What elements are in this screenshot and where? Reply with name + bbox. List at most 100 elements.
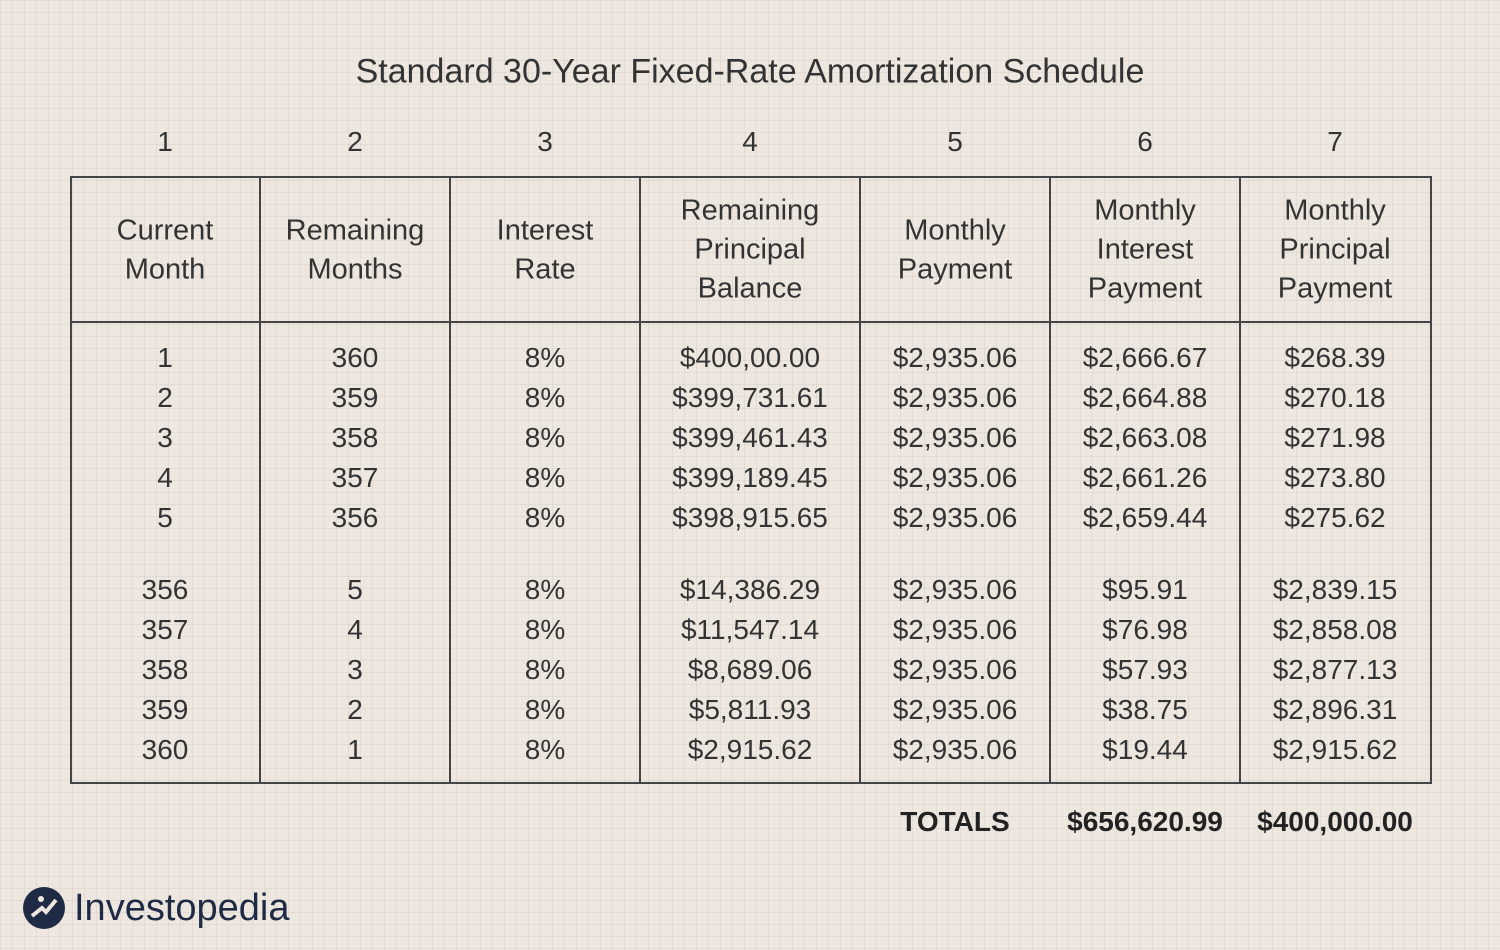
column-header: Rate [514, 253, 576, 285]
column-number: 6 [1137, 126, 1153, 157]
table-cell: $2,661.26 [1082, 462, 1208, 493]
table-cell: $2,935.06 [892, 734, 1018, 765]
table-cell: $11,547.14 [680, 614, 820, 645]
column-number: 3 [537, 126, 553, 157]
table-cell: $275.62 [1284, 502, 1386, 533]
table-cell: 356 [141, 574, 189, 605]
table-cell: $2,666.67 [1082, 342, 1208, 373]
table-cell: 8% [524, 462, 566, 493]
table-cell: $2,659.44 [1082, 502, 1208, 533]
column-divider [1239, 176, 1241, 784]
table-cell: $400,00.00 [679, 342, 821, 373]
table-cell: $19.44 [1102, 734, 1188, 765]
table-cell: 356 [331, 502, 379, 533]
table-cell: $2,935.06 [892, 694, 1018, 725]
table-cell: $2,935.06 [892, 502, 1018, 533]
table-frame [70, 176, 1432, 784]
table-cell: $2,663.08 [1082, 422, 1208, 453]
column-header: Current [116, 214, 214, 246]
table-cell: $57.93 [1102, 654, 1188, 685]
column-divider [639, 176, 641, 784]
column-number: 2 [347, 126, 363, 157]
totals-value: $400,000.00 [1257, 806, 1413, 837]
table-cell: $271.98 [1284, 422, 1386, 453]
table-cell: 8% [524, 342, 566, 373]
table-cell: $2,858.08 [1272, 614, 1398, 645]
table-cell: $2,935.06 [892, 574, 1018, 605]
table-cell: 5 [157, 502, 173, 533]
table-cell: 8% [524, 734, 566, 765]
table-cell: 1 [347, 734, 363, 765]
column-header: Monthly [1094, 194, 1196, 227]
column-divider [259, 176, 261, 784]
table-cell: $2,839.15 [1272, 574, 1398, 605]
table-cell: 3 [347, 654, 363, 685]
column-header: Payment [1277, 272, 1393, 305]
logo: Investopedia [22, 886, 290, 930]
header-divider [70, 321, 1432, 323]
column-header: Monthly [904, 214, 1006, 246]
column-header: Principal [694, 233, 806, 266]
table-cell: $2,935.06 [892, 382, 1018, 413]
table-cell: 8% [524, 614, 566, 645]
table-cell: $38.75 [1102, 694, 1188, 725]
table-cell: 4 [157, 462, 173, 493]
table-cell: 357 [141, 614, 189, 645]
table-cell: $399,731.61 [672, 382, 828, 413]
column-header: Monthly [1284, 194, 1386, 227]
column-header: Balance [697, 272, 803, 305]
table-cell: $14,386.29 [679, 574, 821, 605]
table-cell: 358 [141, 654, 189, 685]
totals-value: $656,620.99 [1067, 806, 1223, 837]
table-cell: 3 [157, 422, 173, 453]
table-cell: 357 [331, 462, 379, 493]
table-cell: $2,935.06 [892, 462, 1018, 493]
title: Standard 30-Year Fixed-Rate Amortization… [355, 52, 1145, 91]
table-cell: $399,189.45 [672, 462, 828, 493]
table-cell: 4 [347, 614, 363, 645]
table-cell: $2,935.06 [892, 422, 1018, 453]
table-cell: $270.18 [1284, 382, 1386, 413]
logo-icon [23, 887, 65, 929]
table-cell: $2,664.88 [1082, 382, 1208, 413]
table-cell: $5,811.93 [688, 694, 812, 725]
column-header: Months [307, 253, 403, 285]
column-divider [859, 176, 861, 784]
column-divider [449, 176, 451, 784]
table-cell: $2,877.13 [1272, 654, 1398, 685]
table-cell: $76.98 [1102, 614, 1188, 645]
column-number: 5 [947, 126, 963, 157]
table-cell: $398,915.65 [672, 502, 828, 533]
table-cell: 8% [524, 502, 566, 533]
table-cell: $268.39 [1284, 342, 1386, 373]
column-divider [1049, 176, 1051, 784]
table-cell: $273.80 [1284, 462, 1386, 493]
totals-label: TOTALS [900, 806, 1010, 837]
table-cell: 8% [524, 574, 566, 605]
table-cell: $2,935.06 [892, 342, 1018, 373]
table-cell: $2,896.31 [1272, 694, 1398, 725]
column-header: Remaining [285, 214, 425, 246]
table-cell: 360 [141, 734, 189, 765]
column-header: Payment [1087, 272, 1203, 305]
table-cell: 359 [331, 382, 379, 413]
table-cell: 358 [331, 422, 379, 453]
table-cell: 8% [524, 654, 566, 685]
column-number: 1 [157, 126, 173, 157]
table-cell: $2,915.62 [1272, 734, 1398, 765]
table-cell: $2,935.06 [892, 614, 1018, 645]
table-cell: $2,915.62 [687, 734, 813, 765]
table-cell: 8% [524, 694, 566, 725]
column-header: Payment [897, 253, 1013, 285]
table-cell: 360 [331, 342, 379, 373]
table-cell: 1 [157, 342, 173, 373]
table-cell: 5 [347, 574, 363, 605]
column-header: Interest [496, 214, 594, 246]
table-cell: $399,461.43 [672, 422, 828, 453]
column-header: Month [124, 253, 206, 285]
logo-text: Investopedia [74, 886, 290, 929]
column-header: Remaining [680, 194, 820, 227]
column-header: Principal [1279, 233, 1391, 266]
table-cell: 8% [524, 382, 566, 413]
